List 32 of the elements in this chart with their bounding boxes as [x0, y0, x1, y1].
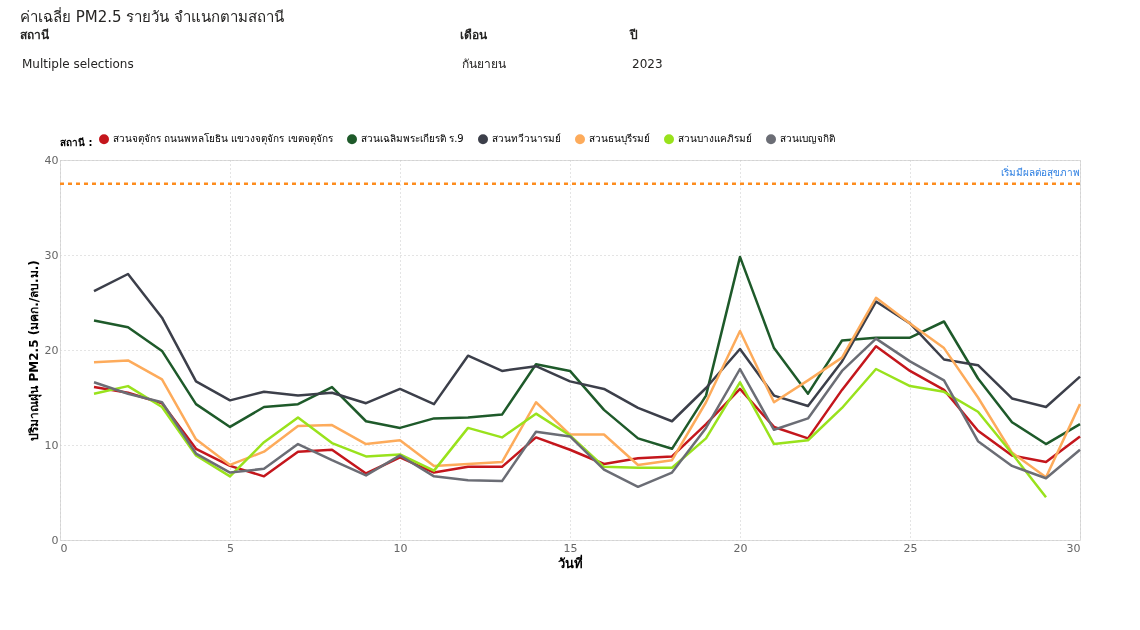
- text: เดือน: [460, 28, 488, 42]
- legend-label: สวนเฉลิมพระเกียรติ ร.9: [361, 133, 464, 145]
- legend-label: สวนบางแคภิรมย์: [678, 133, 752, 145]
- line-series: [92, 272, 1082, 423]
- x-axis-title: วันที่: [558, 553, 583, 571]
- text: กันยายน: [462, 57, 506, 71]
- legend-label: สวนธนบุรีรมย์: [589, 133, 650, 146]
- y-tick-label: 10: [44, 438, 59, 452]
- x-tick-label: 0: [60, 541, 68, 555]
- x-tick-label: 10: [393, 541, 408, 555]
- text: Multiple selections: [22, 57, 134, 71]
- x-tick-label: 5: [227, 541, 234, 555]
- text: สถานี: [20, 28, 50, 42]
- x-tick-label: 25: [903, 541, 918, 555]
- x-tick-label: 20: [733, 541, 748, 555]
- line-series: [92, 367, 1048, 499]
- x-tick-label: 30: [1066, 541, 1081, 555]
- y-tick-label: 20: [44, 343, 59, 357]
- text: 2023: [632, 57, 663, 71]
- chart-title: ค่าเฉลี่ย PM2.5 รายวัน จำแนกตามสถานี: [20, 6, 285, 26]
- x-tick-label: 15: [563, 541, 578, 555]
- legend-label: สวนเบญจกิติ: [780, 133, 835, 145]
- legend-title: สถานี :: [60, 137, 93, 148]
- ref-line-label: เริ่มมีผลต่อสุขภาพ: [1001, 164, 1080, 179]
- y-axis-title: ปริมาณฝุ่น PM2.5 (มคก./ลบ.ม.): [26, 260, 42, 441]
- line-series: [92, 255, 1082, 451]
- text: ปี: [629, 28, 638, 42]
- y-tick-label: 40: [44, 153, 59, 167]
- y-tick-label: 30: [44, 248, 59, 262]
- legend-label: สวนทวีวนารมย์: [492, 133, 561, 145]
- legend-label: สวนจตุจักร ถนนพหลโยธิน แขวงจตุจักร เขตจตุจักร: [113, 132, 334, 146]
- line-series: [92, 296, 1082, 479]
